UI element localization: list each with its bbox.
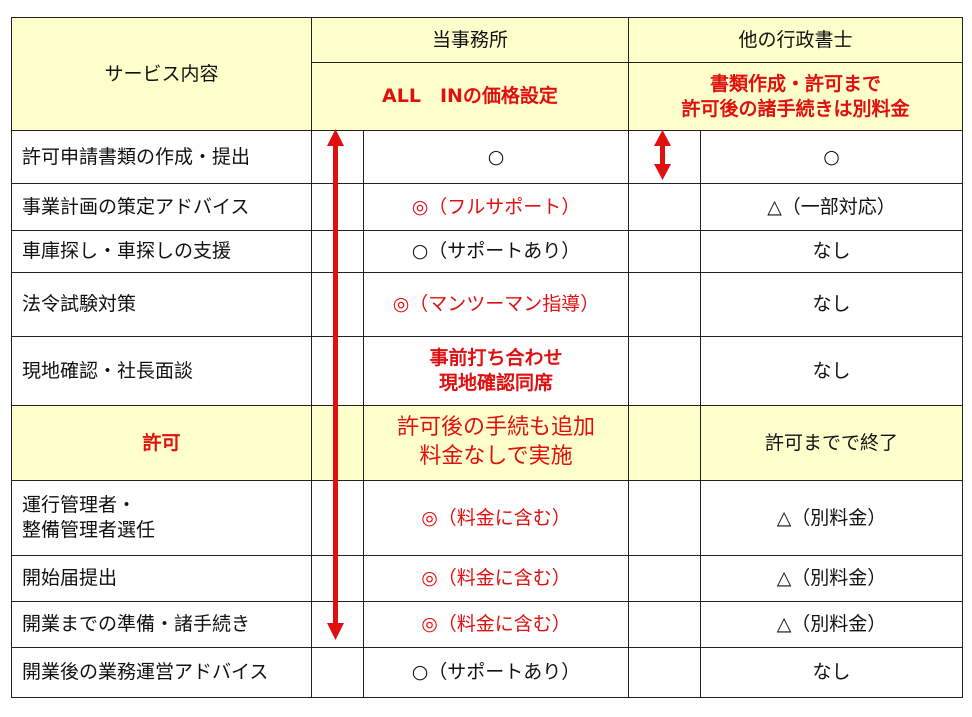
service-cell: 運行管理者・ 整備管理者選任 (11, 480, 312, 556)
other-cell: △（別料金） (700, 480, 963, 556)
service-cell: 法令試験対策 (11, 272, 312, 337)
table-row: 許可申請書類の作成・提出 ○ ○ (11, 130, 963, 184)
comparison-table: サービス内容 当事務所 他の行政書士 ALL INの価格設定 書類作成・許可まで… (11, 17, 963, 698)
ours-cell: ◎（フルサポート） (363, 183, 629, 231)
other-pricing-header: 書類作成・許可まで 許可後の諸手続きは別料金 (628, 62, 963, 131)
other-cell: なし (700, 272, 963, 337)
service-cell: 現地確認・社長面談 (11, 336, 312, 406)
service-cell: 車庫探し・車探しの支援 (11, 230, 312, 273)
ours-cell: ○（サポートあり） (363, 230, 629, 273)
service-cell: 開業までの準備・諸手続き (11, 601, 312, 648)
other-cell: △（別料金） (700, 555, 963, 602)
table-row: 現地確認・社長面談 事前打ち合わせ 現地確認同席 なし (11, 336, 963, 406)
table-row: 運行管理者・ 整備管理者選任 ◎（料金に含む） △（別料金） (11, 480, 963, 556)
table-row: 開始届提出 ◎（料金に含む） △（別料金） (11, 555, 963, 602)
service-cell: 許可 (11, 405, 312, 481)
service-cell: 開始届提出 (11, 555, 312, 602)
ours-cell: ◎（料金に含む） (363, 480, 629, 556)
other-cell: ○ (700, 130, 963, 184)
ours-cell: 事前打ち合わせ 現地確認同席 (363, 336, 629, 406)
table-row: 法令試験対策 ◎（マンツーマン指導） なし (11, 272, 963, 337)
ours-cell: ◎（料金に含む） (363, 555, 629, 602)
service-cell: 事業計画の策定アドバイス (11, 183, 312, 231)
ours-cell: ○（サポートあり） (363, 647, 629, 698)
ours-cell: ○ (363, 130, 629, 184)
table-row: 車庫探し・車探しの支援 ○（サポートあり） なし (11, 230, 963, 273)
our-pricing-header: ALL INの価格設定 (311, 62, 629, 131)
other-cell: △（別料金） (700, 601, 963, 648)
table-row: 開業後の業務運営アドバイス ○（サポートあり） なし (11, 647, 963, 698)
our-office-header: 当事務所 (311, 17, 629, 63)
table-row: 事業計画の策定アドバイス ◎（フルサポート） △（一部対応） (11, 183, 963, 231)
other-cell: なし (700, 647, 963, 698)
service-column-header: サービス内容 (11, 17, 312, 131)
ours-cell: ◎（マンツーマン指導） (363, 272, 629, 337)
other-office-header: 他の行政書士 (628, 17, 963, 63)
service-cell: 開業後の業務運営アドバイス (11, 647, 312, 698)
ours-cell: 許可後の手続も追加 料金なしで実施 (363, 405, 629, 481)
ours-cell: ◎（料金に含む） (363, 601, 629, 648)
other-cell: なし (700, 230, 963, 273)
service-cell: 許可申請書類の作成・提出 (11, 130, 312, 184)
other-cell: 許可までで終了 (700, 405, 963, 481)
table-row-highlight: 許可 許可後の手続も追加 料金なしで実施 許可までで終了 (11, 405, 963, 481)
other-cell: なし (700, 336, 963, 406)
other-cell: △（一部対応） (700, 183, 963, 231)
table-row: 開業までの準備・諸手続き ◎（料金に含む） △（別料金） (11, 601, 963, 648)
